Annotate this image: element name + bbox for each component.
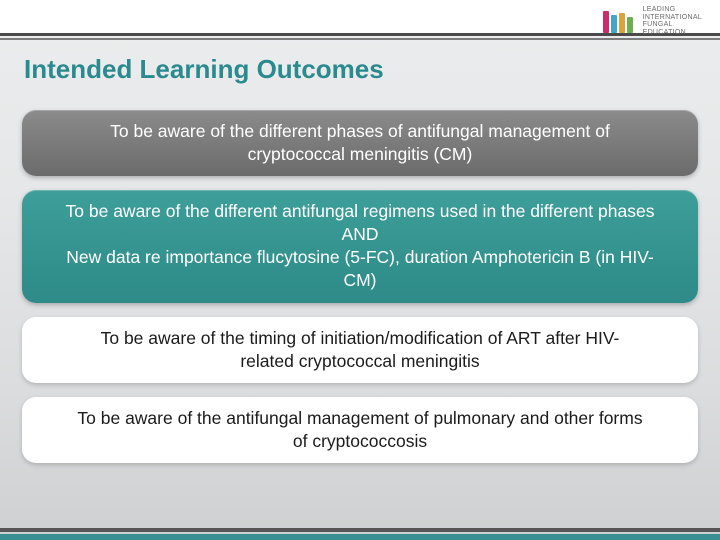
slide: LEADING INTERNATIONAL FUNGAL EDUCATION I… (0, 0, 720, 540)
outcome-text: cryptococcal meningitis (CM) (50, 143, 670, 166)
outcome-boxes: To be aware of the different phases of a… (22, 110, 698, 463)
outcome-text: New data re importance flucytosine (5-FC… (50, 246, 670, 292)
outcome-text: related cryptococcal meningitis (50, 350, 670, 373)
outcome-text: To be aware of the antifungal management… (50, 407, 670, 430)
logo-line: LEADING (643, 6, 702, 14)
outcome-box-1: To be aware of the different phases of a… (22, 110, 698, 176)
outcome-text: of cryptococcosis (50, 430, 670, 453)
footer-stripe (0, 534, 720, 540)
logo-mark-icon (603, 9, 635, 33)
life-logo: LEADING INTERNATIONAL FUNGAL EDUCATION (603, 6, 702, 37)
logo-text: LEADING INTERNATIONAL FUNGAL EDUCATION (643, 6, 702, 37)
outcome-text: To be aware of the different phases of a… (50, 120, 670, 143)
outcome-box-2: To be aware of the different antifungal … (22, 190, 698, 302)
outcome-text: AND (50, 223, 670, 246)
outcome-text: To be aware of the timing of initiation/… (50, 327, 670, 350)
header-stripe: LEADING INTERNATIONAL FUNGAL EDUCATION (0, 0, 720, 36)
logo-line: FUNGAL (643, 21, 702, 29)
outcome-box-3: To be aware of the timing of initiation/… (22, 317, 698, 383)
outcome-text: To be aware of the different antifungal … (50, 200, 670, 223)
logo-line: EDUCATION (643, 29, 702, 37)
logo-line: INTERNATIONAL (643, 14, 702, 22)
page-title: Intended Learning Outcomes (24, 54, 696, 85)
outcome-box-4: To be aware of the antifungal management… (22, 397, 698, 463)
